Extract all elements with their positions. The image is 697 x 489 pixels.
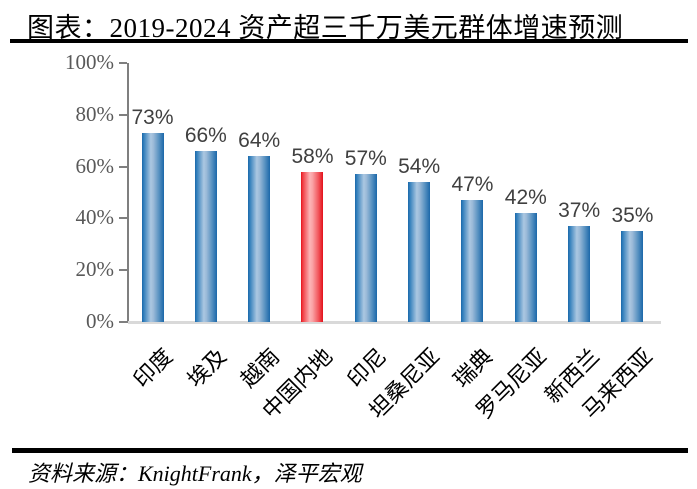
y-axis-tick (119, 217, 127, 220)
y-axis-label: 40% (75, 205, 115, 230)
bar-马来西亚 (621, 231, 644, 322)
source-rule (12, 448, 688, 453)
y-axis-label: 100% (65, 50, 114, 74)
y-axis-label: 80% (75, 101, 115, 126)
x-axis-line (128, 321, 661, 324)
y-axis-label: 0% (86, 309, 114, 333)
y-axis-label: 60% (75, 153, 115, 178)
bar-value-label: 64% (238, 129, 281, 153)
x-axis-label: 印度 (128, 343, 178, 393)
bar-新西兰 (568, 226, 591, 322)
bar-value-label: 47% (451, 173, 494, 197)
bar-印度 (141, 132, 164, 322)
y-axis-tick (119, 165, 127, 168)
bar-越南 (248, 156, 271, 322)
chart-title: 图表：2019-2024 资产超三千万美元群体增速预测 (27, 13, 624, 43)
bar-罗马尼亚 (514, 213, 537, 322)
bar-印尼 (354, 174, 377, 322)
x-axis-label: 埃及 (182, 343, 232, 393)
y-axis-tick (119, 269, 127, 272)
bar-value-label: 42% (504, 186, 547, 210)
bar-value-label: 35% (611, 204, 654, 228)
bar-value-label: 66% (184, 124, 227, 148)
y-axis-tick (119, 62, 127, 64)
y-axis-line (127, 63, 129, 323)
y-axis-label: 20% (75, 257, 115, 282)
source-text: 资料来源：KnightFrank，泽平宏观 (28, 461, 362, 486)
bar-瑞典 (461, 200, 484, 322)
y-axis-tick (119, 321, 127, 323)
bar-中国内地 (301, 171, 324, 322)
bar-埃及 (194, 151, 217, 322)
bar-value-label: 37% (558, 199, 601, 223)
bar-value-label: 58% (291, 144, 334, 168)
y-axis-tick (119, 113, 127, 116)
title-rule (10, 39, 688, 43)
bar-value-label: 73% (131, 105, 174, 129)
bar-value-label: 57% (344, 147, 387, 171)
bar-value-label: 54% (398, 155, 441, 179)
bar-坦桑尼亚 (408, 182, 431, 322)
